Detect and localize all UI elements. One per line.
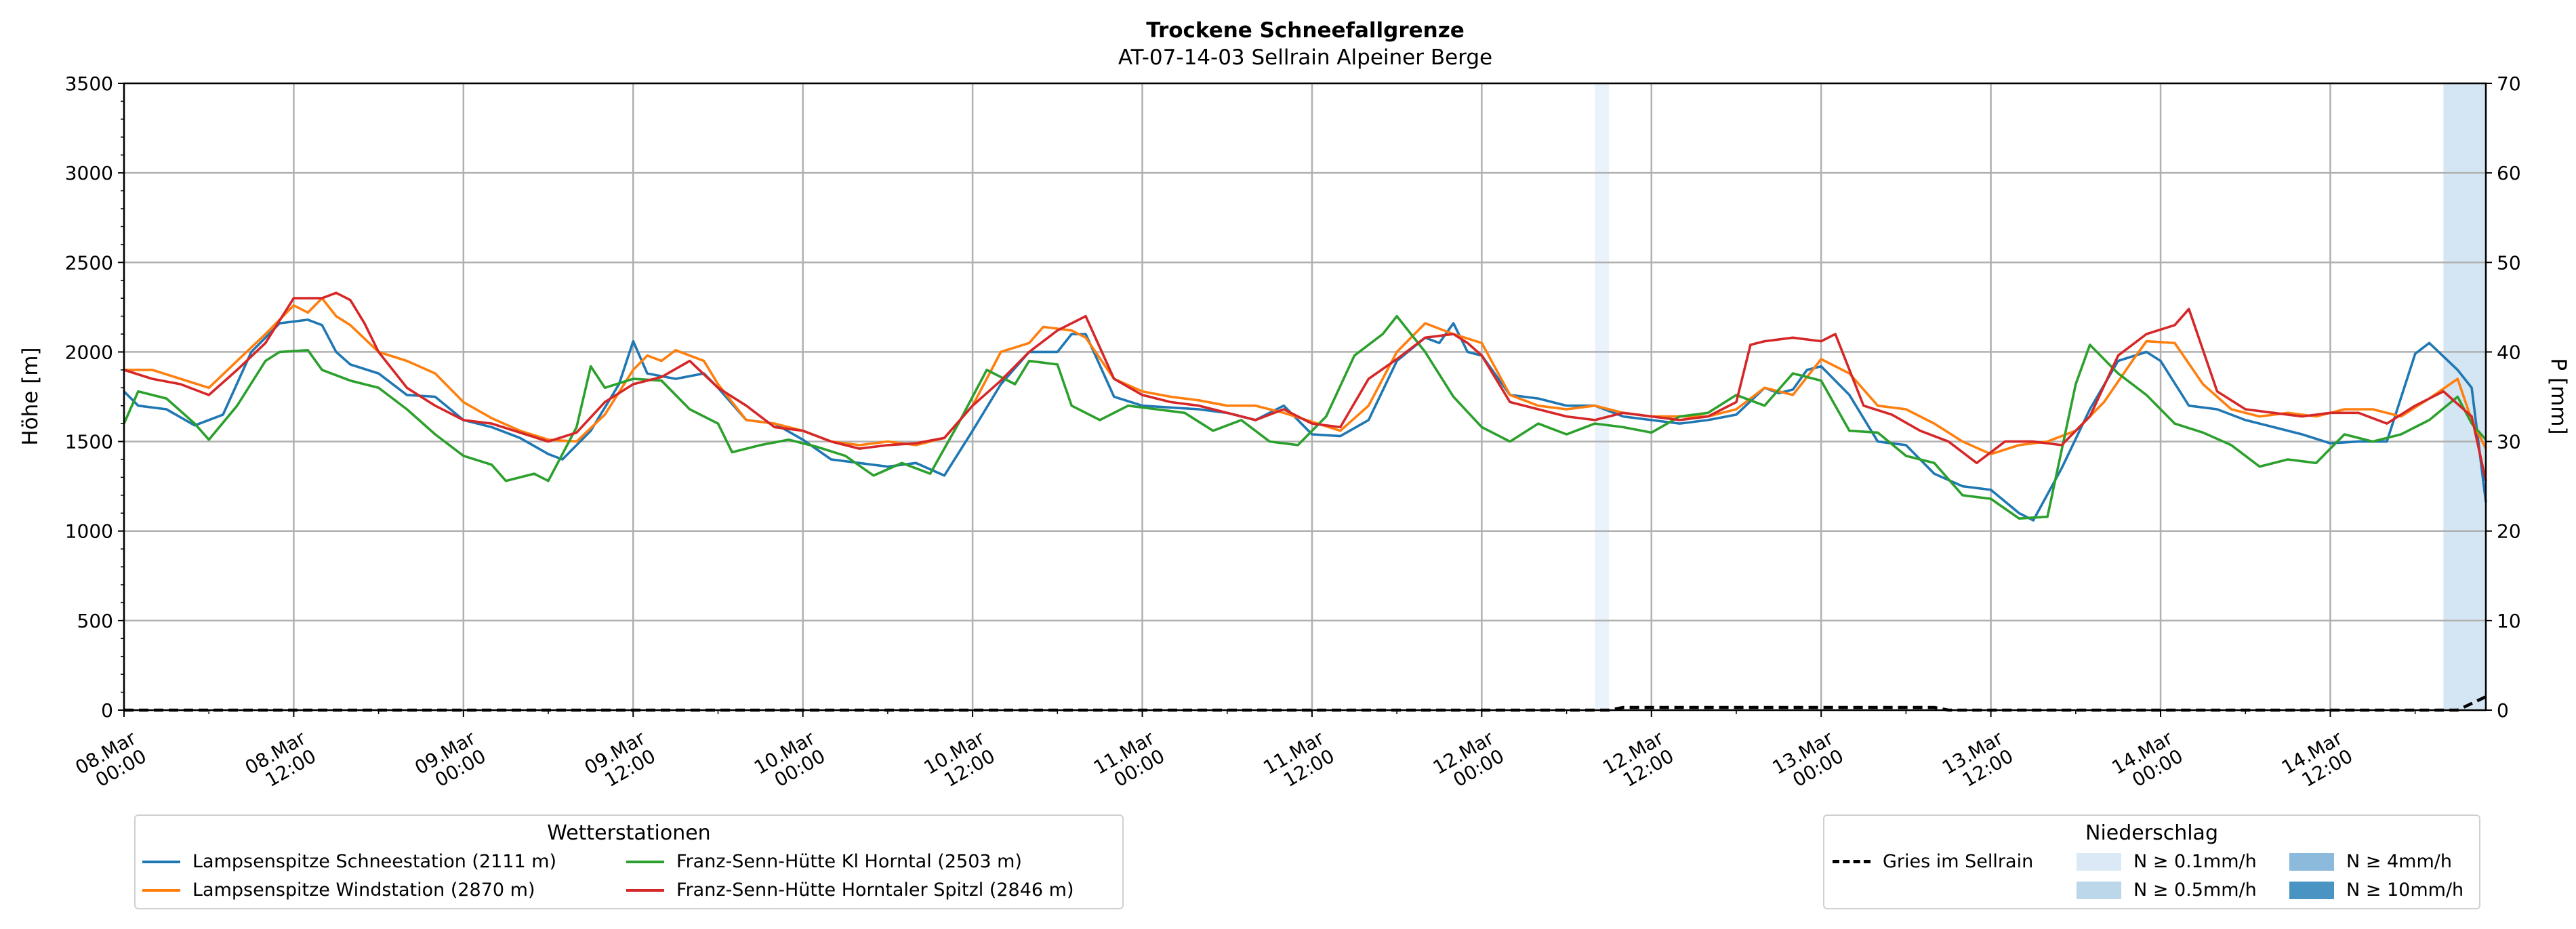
station-legend-item: Lampsenspitze Windstation (2870 m) <box>142 880 535 901</box>
legend-patch-swatch <box>2289 881 2334 899</box>
precip-legend-dash-item: Gries im Sellrain <box>1833 851 2033 872</box>
x-tick-label: 08.Mar00:00 <box>71 726 150 797</box>
station-legend-label: Franz-Senn-Hütte Kl Horntal (2503 m) <box>676 851 1022 872</box>
x-tick-label: 09.Mar12:00 <box>581 726 660 797</box>
legend-line-swatch <box>626 888 664 892</box>
y2-tick-label: 60 <box>2497 162 2521 184</box>
y-tick-label: 0 <box>101 699 113 722</box>
legend-patch-swatch <box>2289 852 2334 871</box>
x-tick-label: 12.Mar00:00 <box>1429 726 1509 797</box>
station-legend-title: Wetterstationen <box>547 821 711 845</box>
precip-legend-dash-label: Gries im Sellrain <box>1883 851 2034 872</box>
y-tick-label: 3500 <box>65 73 113 95</box>
precip-legend-label: N ≥ 4mm/h <box>2346 851 2452 872</box>
y2-tick-label: 40 <box>2497 341 2521 363</box>
x-tick-label: 14.Mar12:00 <box>2278 726 2357 797</box>
y2-tick-label: 30 <box>2497 431 2521 453</box>
precip-legend-label: N ≥ 0.1mm/h <box>2133 851 2257 872</box>
legend-patch-swatch <box>2077 852 2121 871</box>
x-tick-label: 11.Mar12:00 <box>1259 726 1338 797</box>
y2-axis-label: P [mm] <box>2546 358 2571 434</box>
x-tick-label: 10.Mar00:00 <box>750 726 830 797</box>
x-tick-label: 13.Mar12:00 <box>1938 726 2018 797</box>
y-axis-label: Höhe [m] <box>18 347 43 445</box>
precip-line <box>124 695 2487 712</box>
series-line <box>124 297 2487 455</box>
x-tick-label: 11.Mar00:00 <box>1090 726 1169 797</box>
precip-legend: Niederschlag Gries im Sellrain N ≥ 0.1mm… <box>1823 814 2480 909</box>
legend-dash-swatch <box>1833 860 1870 863</box>
precip-legend-item: N ≥ 0.1mm/h <box>2077 851 2257 872</box>
series-line <box>123 314 2487 520</box>
x-tick-label: 10.Mar12:00 <box>920 726 1000 797</box>
legend-line-swatch <box>142 888 180 892</box>
y2-tick-label: 50 <box>2497 251 2521 274</box>
chart-subtitle: AT-07-14-03 Sellrain Alpeiner Berge <box>1118 45 1492 70</box>
series-line <box>123 318 2487 522</box>
y-tick-label: 1000 <box>65 520 113 543</box>
station-legend-label: Franz-Senn-Hütte Horntaler Spitzl (2846 … <box>676 880 1074 901</box>
y-tick-label: 500 <box>77 610 113 632</box>
x-tick-label: 12.Mar12:00 <box>1599 726 1678 797</box>
precip-legend-item: N ≥ 0.5mm/h <box>2077 880 2257 901</box>
y-tick-label: 2500 <box>65 251 113 274</box>
station-legend-label: Lampsenspitze Windstation (2870 m) <box>192 880 535 901</box>
y2-tick-label: 20 <box>2497 520 2521 543</box>
series-line <box>123 291 2487 482</box>
station-legend: Wetterstationen Lampsenspitze Schneestat… <box>134 814 1124 909</box>
chart-title: Trockene Schneefallgrenze <box>1146 18 1465 43</box>
plot-frame <box>123 82 2487 711</box>
x-tick-label: 09.Mar00:00 <box>411 726 490 797</box>
legend-line-swatch <box>142 860 180 863</box>
station-legend-item: Franz-Senn-Hütte Horntaler Spitzl (2846 … <box>626 880 1074 901</box>
y-tick-label: 3000 <box>65 162 113 184</box>
precip-legend-item: N ≥ 10mm/h <box>2289 880 2463 901</box>
station-legend-item: Lampsenspitze Schneestation (2111 m) <box>142 851 556 872</box>
y2-tick-label: 10 <box>2497 610 2521 632</box>
precip-legend-label: N ≥ 10mm/h <box>2346 880 2464 901</box>
station-legend-item: Franz-Senn-Hütte Kl Horntal (2503 m) <box>626 851 1022 872</box>
y2-tick-label: 70 <box>2497 73 2521 95</box>
y-tick-label: 1500 <box>65 431 113 453</box>
x-tick-label: 14.Mar00:00 <box>2108 726 2188 797</box>
precip-band <box>1595 83 1610 710</box>
legend-line-swatch <box>626 860 664 863</box>
y2-tick-label: 0 <box>2497 699 2509 722</box>
x-tick-label: 08.Mar12:00 <box>241 726 321 797</box>
legend-patch-swatch <box>2077 881 2121 899</box>
precip-legend-label: N ≥ 0.5mm/h <box>2133 880 2257 901</box>
x-tick-label: 13.Mar00:00 <box>1769 726 1848 797</box>
station-legend-label: Lampsenspitze Schneestation (2111 m) <box>192 851 557 872</box>
precip-legend-item: N ≥ 4mm/h <box>2289 851 2452 872</box>
y-tick-label: 2000 <box>65 341 113 363</box>
precip-legend-title: Niederschlag <box>2085 821 2218 845</box>
